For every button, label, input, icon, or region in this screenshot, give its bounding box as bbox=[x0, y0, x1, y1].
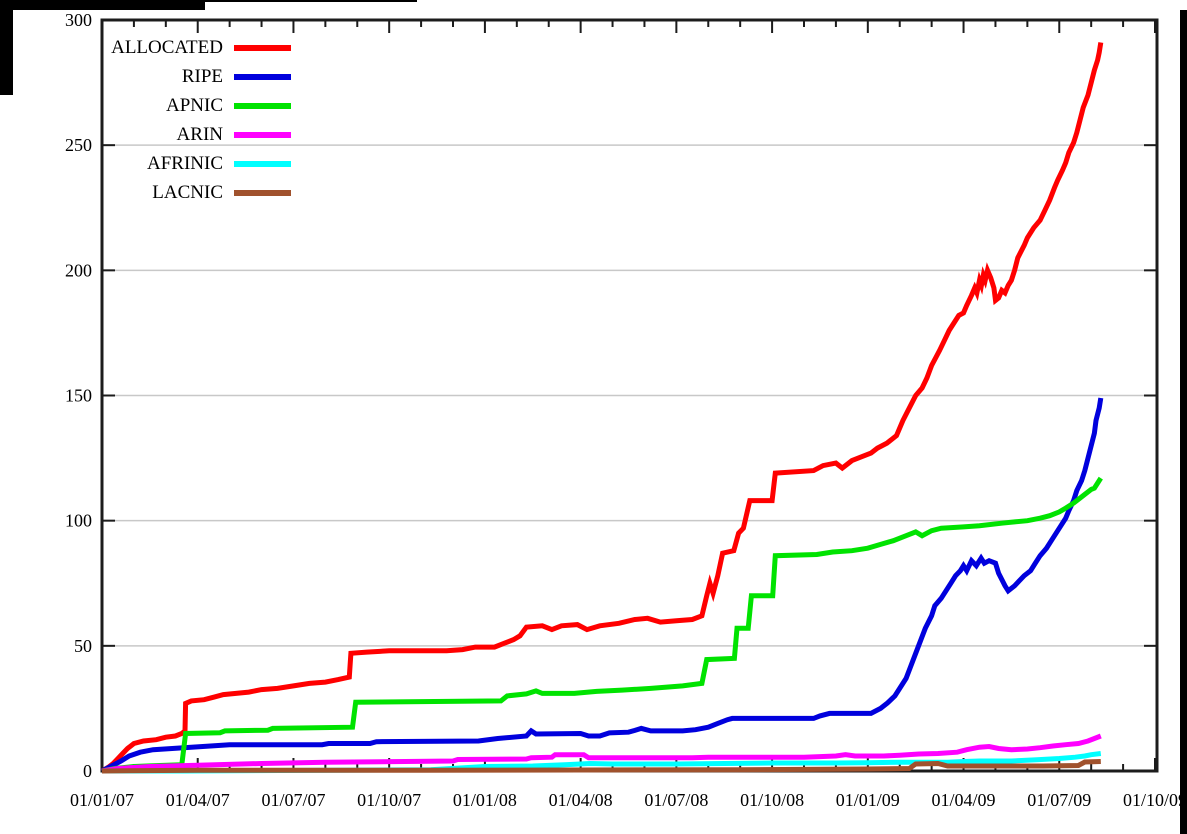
x-tick-label-01/01/09: 01/01/09 bbox=[836, 790, 900, 810]
x-tick-label-01/10/07: 01/10/07 bbox=[357, 790, 421, 810]
legend-line-sample-allocated bbox=[234, 44, 291, 51]
chart-legend: ALLOCATED RIPE APNIC ARIN AFRINIC LACNIC bbox=[104, 33, 291, 207]
legend-row-afrinic: AFRINIC bbox=[104, 149, 291, 178]
frame-left-edge bbox=[0, 0, 13, 95]
x-tick-label-01/10/09: 01/10/09 bbox=[1123, 790, 1187, 810]
series-line-arin bbox=[101, 733, 1102, 774]
frame-right-edge bbox=[1180, 10, 1187, 834]
legend-label-ripe: RIPE bbox=[181, 65, 223, 87]
x-tick-label-01/07/08: 01/07/08 bbox=[644, 790, 708, 810]
series-line-allocated bbox=[100, 42, 1104, 774]
legend-row-arin: ARIN bbox=[104, 120, 291, 149]
legend-label-lacnic: LACNIC bbox=[152, 181, 223, 203]
x-tick-label-01/07/09: 01/07/09 bbox=[1027, 790, 1091, 810]
legend-label-allocated: ALLOCATED bbox=[111, 36, 223, 58]
legend-line-sample-lacnic bbox=[234, 189, 291, 196]
legend-line-sample-apnic bbox=[234, 102, 291, 109]
legend-label-afrinic: AFRINIC bbox=[146, 152, 223, 174]
series-line-apnic bbox=[101, 476, 1103, 774]
legend-label-apnic: APNIC bbox=[165, 94, 223, 116]
legend-row-lacnic: LACNIC bbox=[104, 178, 291, 207]
x-tick-label-01/04/07: 01/04/07 bbox=[166, 790, 230, 810]
series-line-lacnic bbox=[101, 759, 1101, 774]
y-tick-label-250: 250 bbox=[65, 135, 92, 155]
legend-row-allocated: ALLOCATED bbox=[104, 33, 291, 62]
y-tick-label-50: 50 bbox=[74, 636, 92, 656]
frame-top-edge-thin bbox=[205, 0, 417, 2]
y-tick-label-200: 200 bbox=[65, 260, 92, 280]
frame-top-edge bbox=[0, 0, 205, 10]
series-line-afrinic bbox=[102, 751, 1102, 774]
x-tick-label-01/04/08: 01/04/08 bbox=[549, 790, 613, 810]
x-tick-label-01/07/07: 01/07/07 bbox=[261, 790, 325, 810]
y-tick-label-300: 300 bbox=[65, 10, 92, 30]
y-tick-label-0: 0 bbox=[83, 761, 92, 781]
y-tick-label-100: 100 bbox=[65, 511, 92, 531]
legend-row-ripe: RIPE bbox=[104, 62, 291, 91]
x-tick-label-01/01/07: 01/01/07 bbox=[70, 790, 134, 810]
legend-label-arin: ARIN bbox=[176, 123, 223, 145]
x-tick-label-01/10/08: 01/10/08 bbox=[740, 790, 804, 810]
x-tick-label-01/01/08: 01/01/08 bbox=[453, 790, 517, 810]
legend-row-apnic: APNIC bbox=[104, 91, 291, 120]
legend-line-sample-arin bbox=[234, 131, 291, 138]
y-tick-label-150: 150 bbox=[65, 386, 92, 406]
series-line-ripe bbox=[100, 397, 1104, 774]
legend-line-sample-ripe bbox=[234, 73, 291, 80]
x-tick-label-01/04/09: 01/04/09 bbox=[932, 790, 996, 810]
legend-line-sample-afrinic bbox=[234, 160, 291, 167]
